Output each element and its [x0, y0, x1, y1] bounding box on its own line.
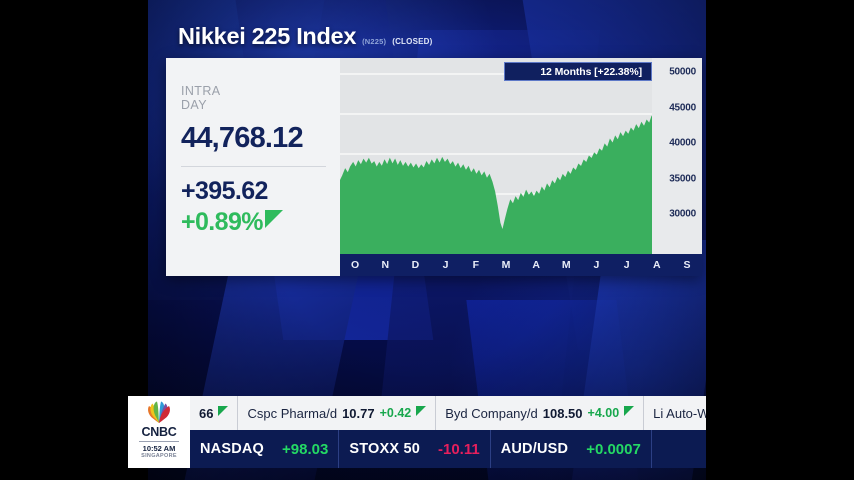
index-delta: +0.0007 [586, 440, 641, 458]
x-axis-tick: D [411, 259, 420, 271]
index-name: NASDAQ [200, 441, 265, 457]
index-name: STOXX 50 [349, 441, 420, 457]
chart-y-axis: 50000 45000 40000 35000 30000 [652, 58, 702, 254]
index-delta: -10.11 [438, 440, 480, 458]
quote-label-line1: INTRA [181, 84, 221, 98]
clock-city: SINGAPORE [141, 453, 177, 459]
divider [139, 441, 179, 442]
chart-plot-area [340, 58, 652, 254]
index-ticker-item[interactable]: NASDAQ +98.03 [190, 430, 340, 468]
ticker-price: 66 [199, 405, 214, 421]
divider [181, 166, 326, 167]
ticker-item[interactable]: Byd Company/d 108.50 +4.00 [436, 396, 645, 430]
triangle-up-icon [416, 406, 427, 416]
quote-percent-row: +0.89% [181, 208, 340, 237]
x-axis-tick: S [683, 259, 691, 271]
index-ticker-item[interactable]: AUD/USD +0.0007 [491, 430, 652, 468]
index-name: AUD/USD [500, 441, 569, 457]
ticker-price: 10.77 [342, 405, 375, 421]
y-axis-tick: 45000 [669, 102, 696, 114]
x-axis-tick: O [351, 259, 360, 271]
market-status: (CLOSED) [392, 37, 433, 46]
page-title: Nikkei 225 Index [178, 23, 357, 49]
y-axis-tick: 35000 [669, 173, 696, 185]
x-axis-tick: F [472, 259, 479, 271]
quote-change: +395.62 [181, 177, 268, 205]
index-ticker-item[interactable]: STOXX 50 -10.11 [339, 430, 491, 468]
quote-price: 44,768.12 [181, 122, 304, 154]
chart-panel: 12 Months [+22.38%] 50000 45000 40000 35000… [340, 58, 702, 276]
triangle-up-icon [218, 406, 229, 416]
quote-label-line2: DAY [181, 97, 207, 112]
y-axis-tick: 40000 [669, 137, 696, 149]
x-axis-tick: M [501, 259, 511, 271]
quote-chart-card: INTRA DAY 44,768.12 +395.62 +0.89% 12 Mo… [166, 58, 702, 276]
x-axis-tick: J [442, 259, 449, 271]
area-chart [340, 73, 652, 254]
x-axis-tick: A [532, 259, 540, 271]
ticker-row-indices[interactable]: NASDAQ +98.03 STOXX 50 -10.11 AUD/USD +0.0007 [190, 430, 706, 468]
y-axis-tick: 50000 [669, 66, 696, 78]
triangle-up-icon [264, 209, 283, 228]
ticker-item[interactable]: 66 [190, 396, 239, 430]
x-axis-tick: J [623, 259, 630, 271]
ticker-name: Byd Company/d [445, 405, 538, 421]
chart-period-badge[interactable]: 12 Months [+22.38%] [504, 62, 652, 81]
cnbc-logo-block: CNBC 10:52 AM SINGAPORE [128, 396, 190, 468]
ticker-delta: +0.42 [379, 406, 412, 420]
x-axis-tick: M [561, 259, 571, 271]
headline: Nikkei 225 Index (N225) (CLOSED) [178, 23, 432, 50]
ticker-item[interactable]: Cspc Pharma/d 10.77 +0.42 [238, 396, 437, 430]
clock-time: 10:52 AM [142, 444, 176, 453]
x-axis-tick: N [381, 259, 390, 271]
chart-period-label: 12 Months [+22.38%] [540, 65, 642, 78]
x-axis-tick: A [653, 259, 661, 271]
ticker-name: Li Auto-W/d [653, 405, 706, 421]
x-axis-tick: J [593, 259, 600, 271]
quote-panel: INTRA DAY 44,768.12 +395.62 +0.89% [166, 58, 340, 276]
ticker-delta: +4.00 [587, 406, 620, 420]
ticker-symbol: (N225) [362, 37, 387, 46]
ticker-row-stocks[interactable]: 66 Cspc Pharma/d 10.77 +0.42 Byd Company/d 10… [190, 396, 706, 430]
index-delta: +98.03 [282, 440, 329, 458]
quote-percent: +0.89% [181, 208, 263, 236]
y-axis-tick: 30000 [669, 208, 696, 220]
cnbc-wordmark: CNBC [141, 425, 177, 439]
ticker-name: Cspc Pharma/d [247, 405, 338, 421]
ticker-price: 108.50 [542, 405, 583, 421]
ticker-item[interactable]: Li Auto-W/d9 [644, 396, 706, 430]
peacock-icon [148, 401, 170, 423]
triangle-up-icon [624, 406, 635, 416]
lower-third-tickers: CNBC 10:52 AM SINGAPORE 66 Cspc Pharma/d 1… [128, 396, 706, 468]
